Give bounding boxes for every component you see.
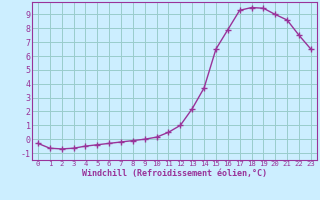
X-axis label: Windchill (Refroidissement éolien,°C): Windchill (Refroidissement éolien,°C) [82,169,267,178]
